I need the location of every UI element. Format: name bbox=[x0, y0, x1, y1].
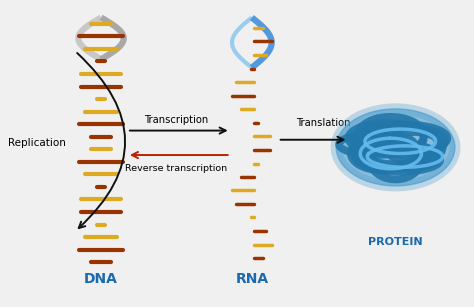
Text: Transcription: Transcription bbox=[144, 115, 209, 125]
Text: RNA: RNA bbox=[235, 272, 268, 286]
FancyArrowPatch shape bbox=[132, 152, 228, 158]
FancyArrowPatch shape bbox=[77, 53, 125, 228]
Text: DNA: DNA bbox=[84, 272, 118, 286]
FancyArrowPatch shape bbox=[130, 127, 226, 134]
FancyArrowPatch shape bbox=[281, 137, 344, 143]
Text: Replication: Replication bbox=[9, 138, 66, 148]
Text: Reverse transcription: Reverse transcription bbox=[125, 164, 228, 173]
Text: Translation: Translation bbox=[296, 118, 351, 128]
Text: PROTEIN: PROTEIN bbox=[368, 237, 423, 247]
Circle shape bbox=[336, 109, 455, 186]
